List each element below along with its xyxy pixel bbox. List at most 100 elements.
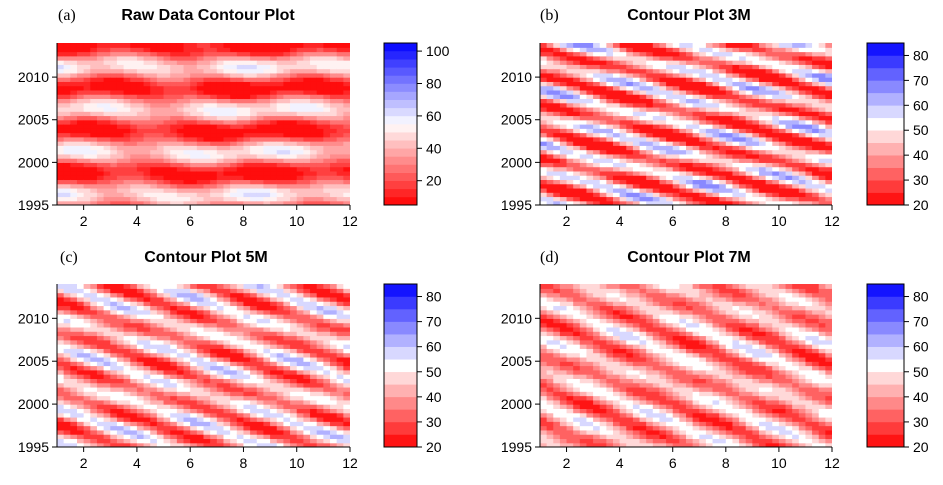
contour-cell — [719, 187, 727, 193]
contour-cell — [626, 136, 634, 142]
contour-cell — [223, 331, 231, 337]
contour-cell — [223, 429, 231, 435]
contour-cell — [230, 352, 238, 358]
contour-cell — [686, 102, 694, 108]
contour-cell — [143, 60, 151, 65]
contour-cell — [619, 89, 627, 95]
contour-cell — [593, 136, 601, 142]
contour-cell — [163, 391, 171, 397]
contour-cell — [70, 51, 78, 57]
contour-cell — [540, 98, 548, 104]
contour-cell — [90, 141, 98, 146]
contour-cell — [216, 434, 225, 440]
contour-cell — [210, 438, 218, 444]
contour-cell — [123, 81, 131, 87]
contour-cell — [705, 98, 714, 104]
contour-cell — [110, 187, 118, 193]
contour-cell — [236, 425, 245, 431]
contour-cell — [203, 344, 211, 349]
contour-cell — [150, 339, 158, 345]
contour-cell — [223, 179, 231, 185]
contour-cell — [110, 391, 118, 397]
contour-cell — [196, 64, 205, 70]
contour-cell — [63, 335, 71, 341]
contour-cell — [83, 314, 91, 319]
contour-cell — [183, 356, 191, 362]
contour-cell — [765, 72, 773, 78]
contour-cell — [103, 284, 111, 289]
contour-cell — [812, 85, 820, 91]
contour-cell — [256, 64, 265, 70]
contour-cell — [256, 408, 265, 414]
contour-cell — [136, 166, 145, 172]
contour-cell — [276, 318, 285, 324]
contour-cell — [330, 149, 338, 155]
contour-cell — [70, 374, 78, 379]
contour-cell — [818, 94, 826, 100]
contour-cell — [196, 331, 205, 337]
contour-cell — [659, 132, 667, 138]
contour-cell — [553, 119, 561, 125]
contour-cell — [196, 391, 205, 397]
contour-cell — [566, 98, 574, 104]
contour-cell — [256, 196, 265, 202]
contour-cell — [96, 416, 105, 422]
contour-cell — [316, 326, 324, 332]
contour-cell — [63, 192, 71, 198]
contour-cell — [183, 72, 191, 78]
contour-cell — [699, 119, 707, 125]
contour-cell — [778, 60, 787, 65]
contour-cell — [216, 412, 225, 418]
contour-cell — [692, 51, 700, 57]
contour-cell — [613, 162, 621, 168]
contour-cell — [116, 305, 125, 311]
contour-cell — [130, 292, 138, 298]
contour-cell — [183, 153, 191, 159]
contour-cell — [330, 179, 338, 185]
contour-cell — [170, 60, 178, 65]
contour-cell — [586, 128, 594, 134]
contour-cell — [96, 170, 105, 176]
contour-cell — [652, 64, 661, 70]
contour-cell — [686, 60, 694, 65]
contour-cell — [546, 102, 554, 108]
contour-cell — [752, 183, 760, 189]
contour-cell — [323, 429, 331, 435]
contour-cell — [712, 124, 720, 129]
contour-cell — [183, 404, 191, 409]
contour-cell — [116, 339, 125, 345]
contour-cell — [90, 421, 98, 427]
contour-cell — [63, 81, 71, 87]
contour-cell — [216, 438, 225, 444]
contour-cell — [250, 404, 258, 409]
contour-cell — [632, 170, 641, 176]
contour-cell — [76, 132, 85, 138]
contour-cell — [96, 382, 105, 388]
contour-cell — [156, 136, 165, 142]
contour-cell — [223, 106, 231, 112]
contour-cell — [156, 175, 165, 181]
contour-cell — [136, 369, 145, 375]
contour-cell — [250, 43, 258, 48]
contour-cell — [303, 356, 311, 362]
contour-cell — [316, 412, 324, 418]
contour-cell — [216, 326, 225, 332]
contour-cell — [230, 166, 238, 172]
contour-cell — [639, 68, 647, 74]
contour-cell — [170, 335, 178, 341]
contour-cell — [752, 136, 760, 142]
contour-cell — [156, 318, 165, 324]
contour-cell — [323, 141, 331, 146]
contour-cell — [719, 77, 727, 82]
contour-cell — [579, 51, 588, 57]
contour-cell — [223, 124, 231, 129]
contour-cell — [540, 51, 548, 57]
contour-cell — [57, 442, 65, 447]
contour-cell — [303, 348, 311, 354]
contour-cell — [778, 128, 787, 134]
contour-cell — [310, 43, 318, 48]
contour-cell — [150, 196, 158, 202]
contour-cell — [83, 339, 91, 345]
contour-cell — [230, 124, 238, 129]
contour-cell — [546, 162, 554, 168]
